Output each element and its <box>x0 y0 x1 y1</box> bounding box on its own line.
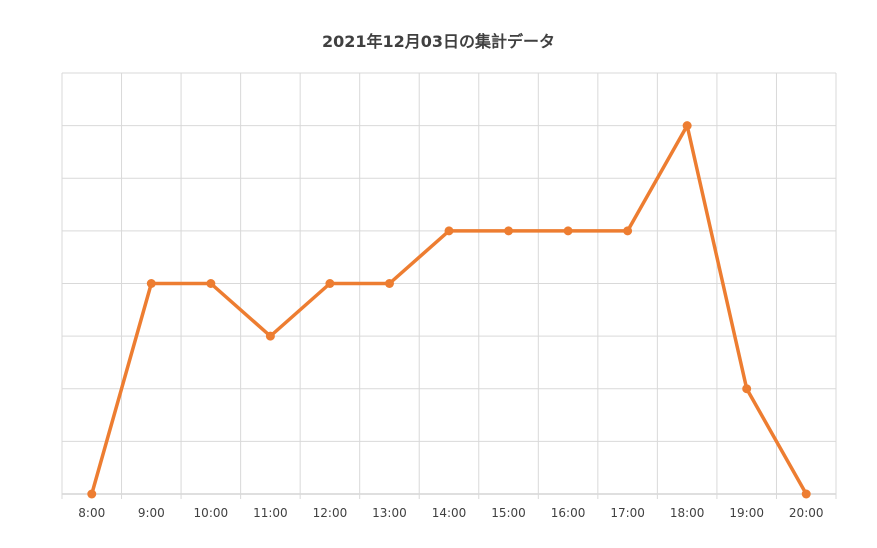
x-tick-label: 20:00 <box>789 506 824 520</box>
x-tick-label: 17:00 <box>610 506 645 520</box>
data-point <box>623 226 633 236</box>
data-point <box>682 121 692 131</box>
data-point <box>384 279 394 288</box>
data-point <box>87 489 97 499</box>
chart-title: 2021年12月03日の集計データ <box>321 32 556 51</box>
data-point <box>146 279 156 288</box>
data-point <box>801 489 811 499</box>
x-tick-label: 9:00 <box>138 506 165 520</box>
data-point <box>325 279 335 288</box>
series-line <box>90 123 808 496</box>
series-layer <box>87 121 811 499</box>
x-tick-label: 13:00 <box>372 506 407 520</box>
data-point <box>265 331 275 341</box>
x-tick-label: 19:00 <box>729 506 764 520</box>
data-point <box>563 226 573 236</box>
x-tick-label: 18:00 <box>670 506 705 520</box>
x-tick-label: 12:00 <box>313 506 348 520</box>
data-point <box>444 226 454 236</box>
grid <box>61 72 837 499</box>
x-tick-label: 15:00 <box>491 506 526 520</box>
data-point <box>742 384 752 394</box>
x-tick-label: 11:00 <box>253 506 288 520</box>
data-point <box>504 226 514 236</box>
data-point <box>206 279 216 288</box>
x-tick-label: 8:00 <box>78 506 105 520</box>
x-tick-labels: 8:00 9:00 10:00 11:00 12:00 13:00 14:00 15:00 16… <box>78 506 823 520</box>
x-tick-label: 14:00 <box>432 506 467 520</box>
x-tick-label: 10:00 <box>194 506 229 520</box>
x-tick-label: 16:00 <box>551 506 586 520</box>
